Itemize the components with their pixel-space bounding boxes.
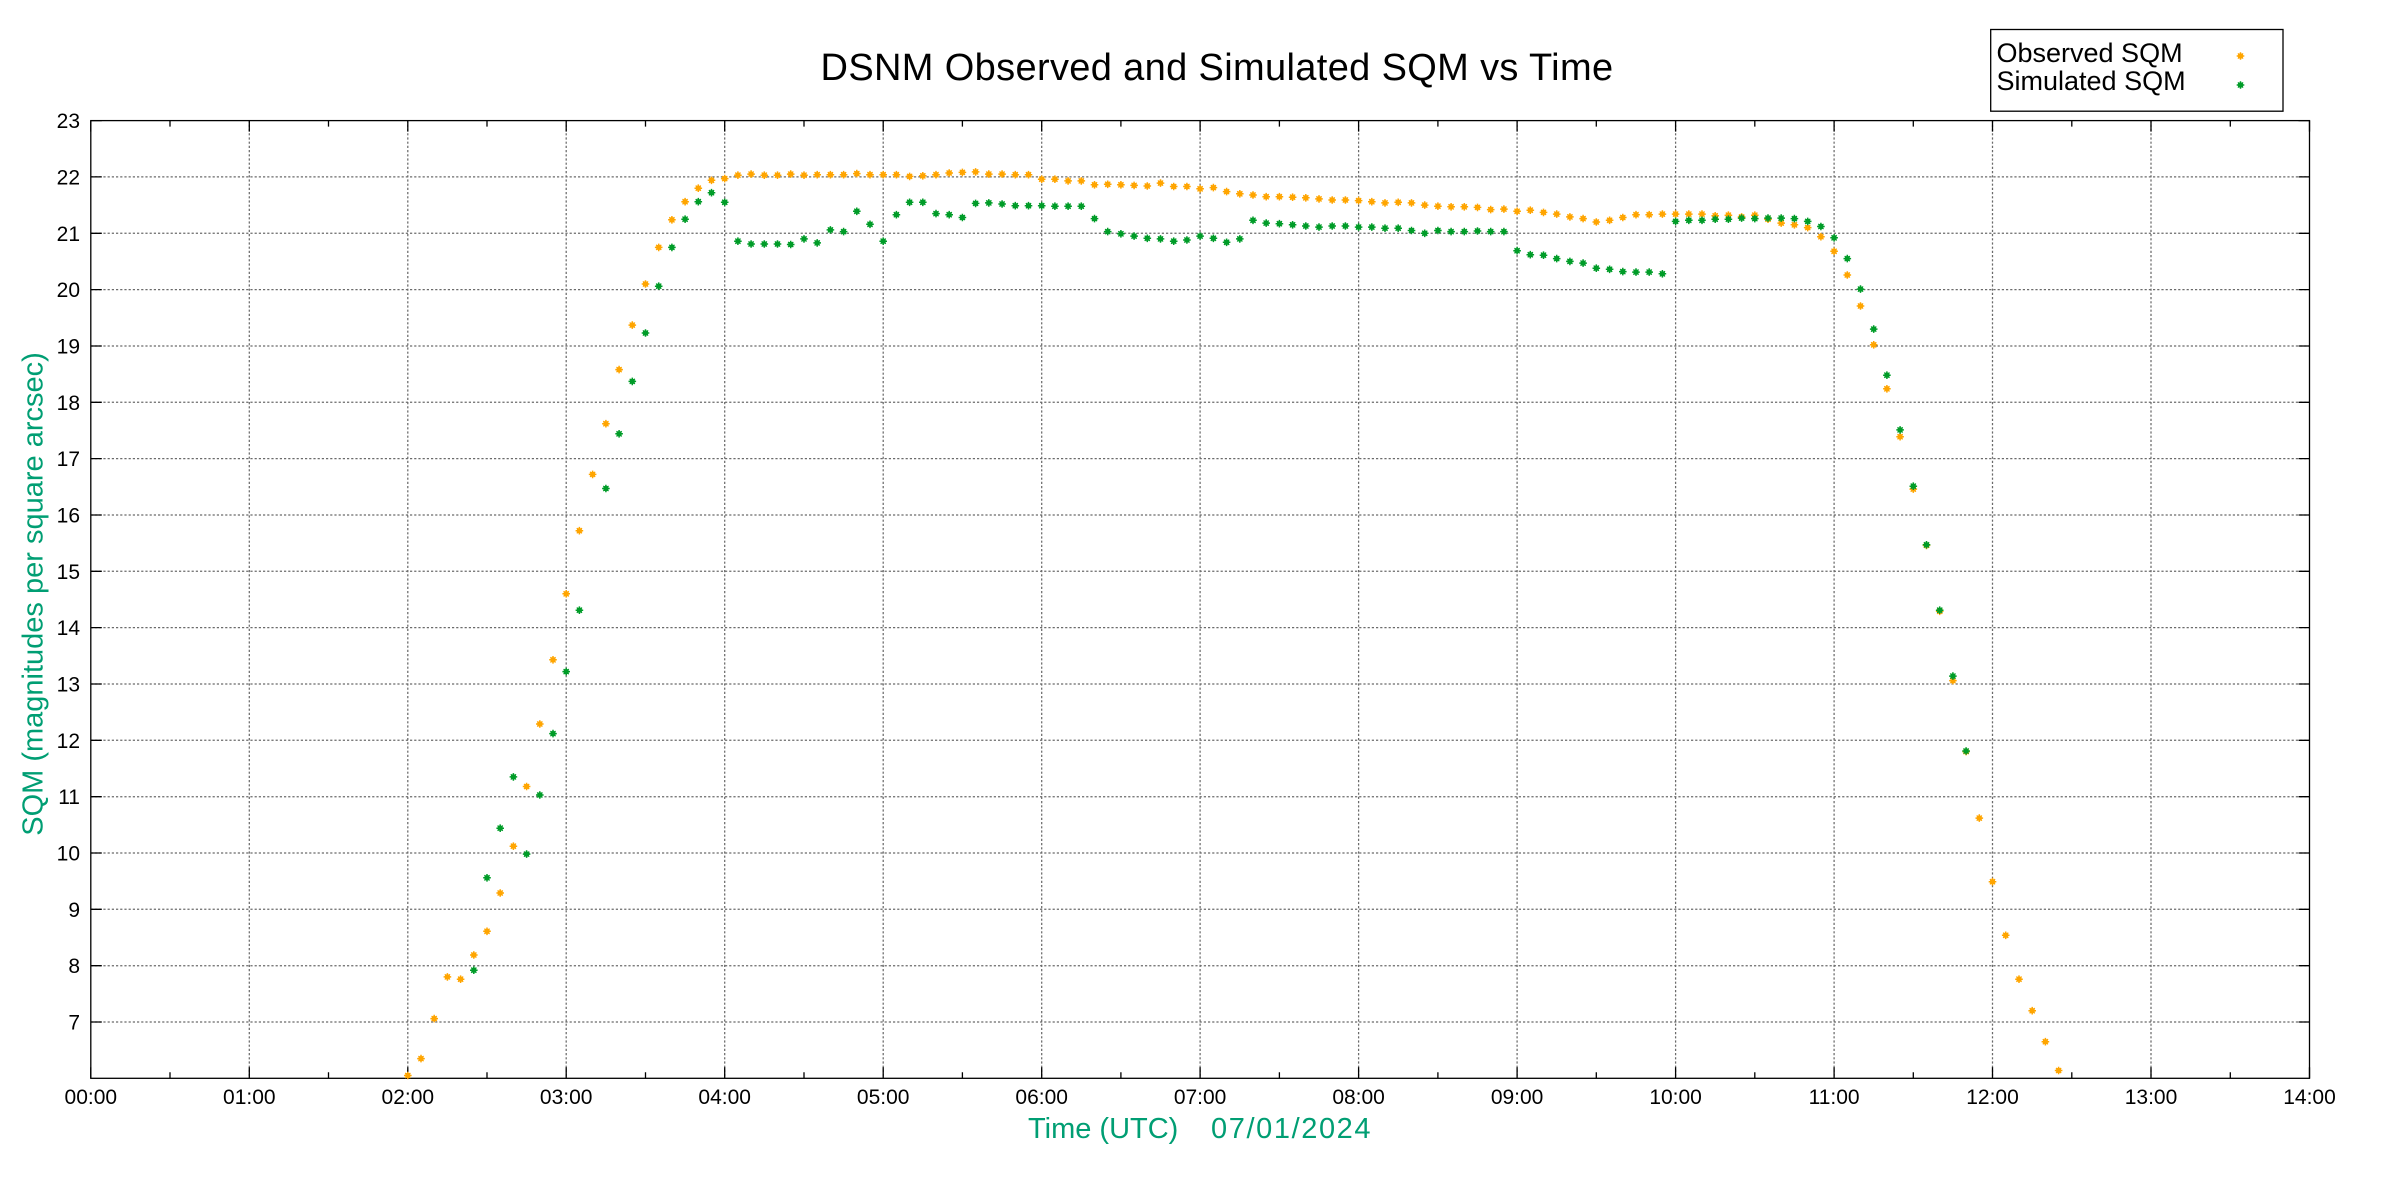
svg-text:02:00: 02:00 [382, 1086, 435, 1109]
svg-text:Simulated SQM: Simulated SQM [1997, 66, 2186, 96]
svg-text:7: 7 [68, 1012, 80, 1035]
svg-text:17: 17 [57, 448, 80, 471]
svg-text:12:00: 12:00 [1966, 1086, 2019, 1109]
svg-text:14: 14 [57, 617, 81, 640]
svg-text:16: 16 [57, 505, 80, 528]
svg-text:11: 11 [58, 786, 80, 809]
svg-text:11:00: 11:00 [1809, 1086, 1860, 1109]
svg-text:09:00: 09:00 [1491, 1086, 1544, 1109]
svg-text:21: 21 [57, 223, 80, 246]
svg-text:06:00: 06:00 [1015, 1086, 1068, 1109]
svg-text:01:00: 01:00 [223, 1086, 276, 1109]
svg-text:19: 19 [57, 336, 80, 359]
svg-text:07:00: 07:00 [1174, 1086, 1227, 1109]
svg-text:23: 23 [57, 110, 80, 133]
svg-text:Time (UTC): Time (UTC) [1028, 1113, 1178, 1145]
svg-text:DSNM Observed and Simulated SQ: DSNM Observed and Simulated SQM vs Time [821, 47, 1614, 89]
svg-text:05:00: 05:00 [857, 1086, 910, 1109]
svg-text:9: 9 [68, 899, 80, 922]
svg-text:10: 10 [57, 843, 80, 866]
svg-text:8: 8 [68, 955, 80, 978]
svg-text:14:00: 14:00 [2283, 1086, 2336, 1109]
svg-text:13:00: 13:00 [2125, 1086, 2178, 1109]
svg-text:22: 22 [57, 166, 80, 189]
svg-text:20: 20 [57, 279, 80, 302]
svg-text:18: 18 [57, 392, 80, 415]
svg-text:13: 13 [57, 674, 80, 697]
svg-text:08:00: 08:00 [1332, 1086, 1385, 1109]
svg-text:12: 12 [57, 730, 80, 753]
svg-text:03:00: 03:00 [540, 1086, 593, 1109]
svg-text:15: 15 [57, 561, 80, 584]
svg-text:04:00: 04:00 [698, 1086, 751, 1109]
svg-text:10:00: 10:00 [1649, 1086, 1702, 1109]
svg-text:07/01/2024: 07/01/2024 [1211, 1113, 1372, 1145]
svg-text:00:00: 00:00 [65, 1086, 118, 1109]
svg-text:Observed SQM: Observed SQM [1997, 38, 2183, 68]
svg-text:SQM (magnitudes per square arc: SQM (magnitudes per square arcsec) [18, 352, 50, 836]
